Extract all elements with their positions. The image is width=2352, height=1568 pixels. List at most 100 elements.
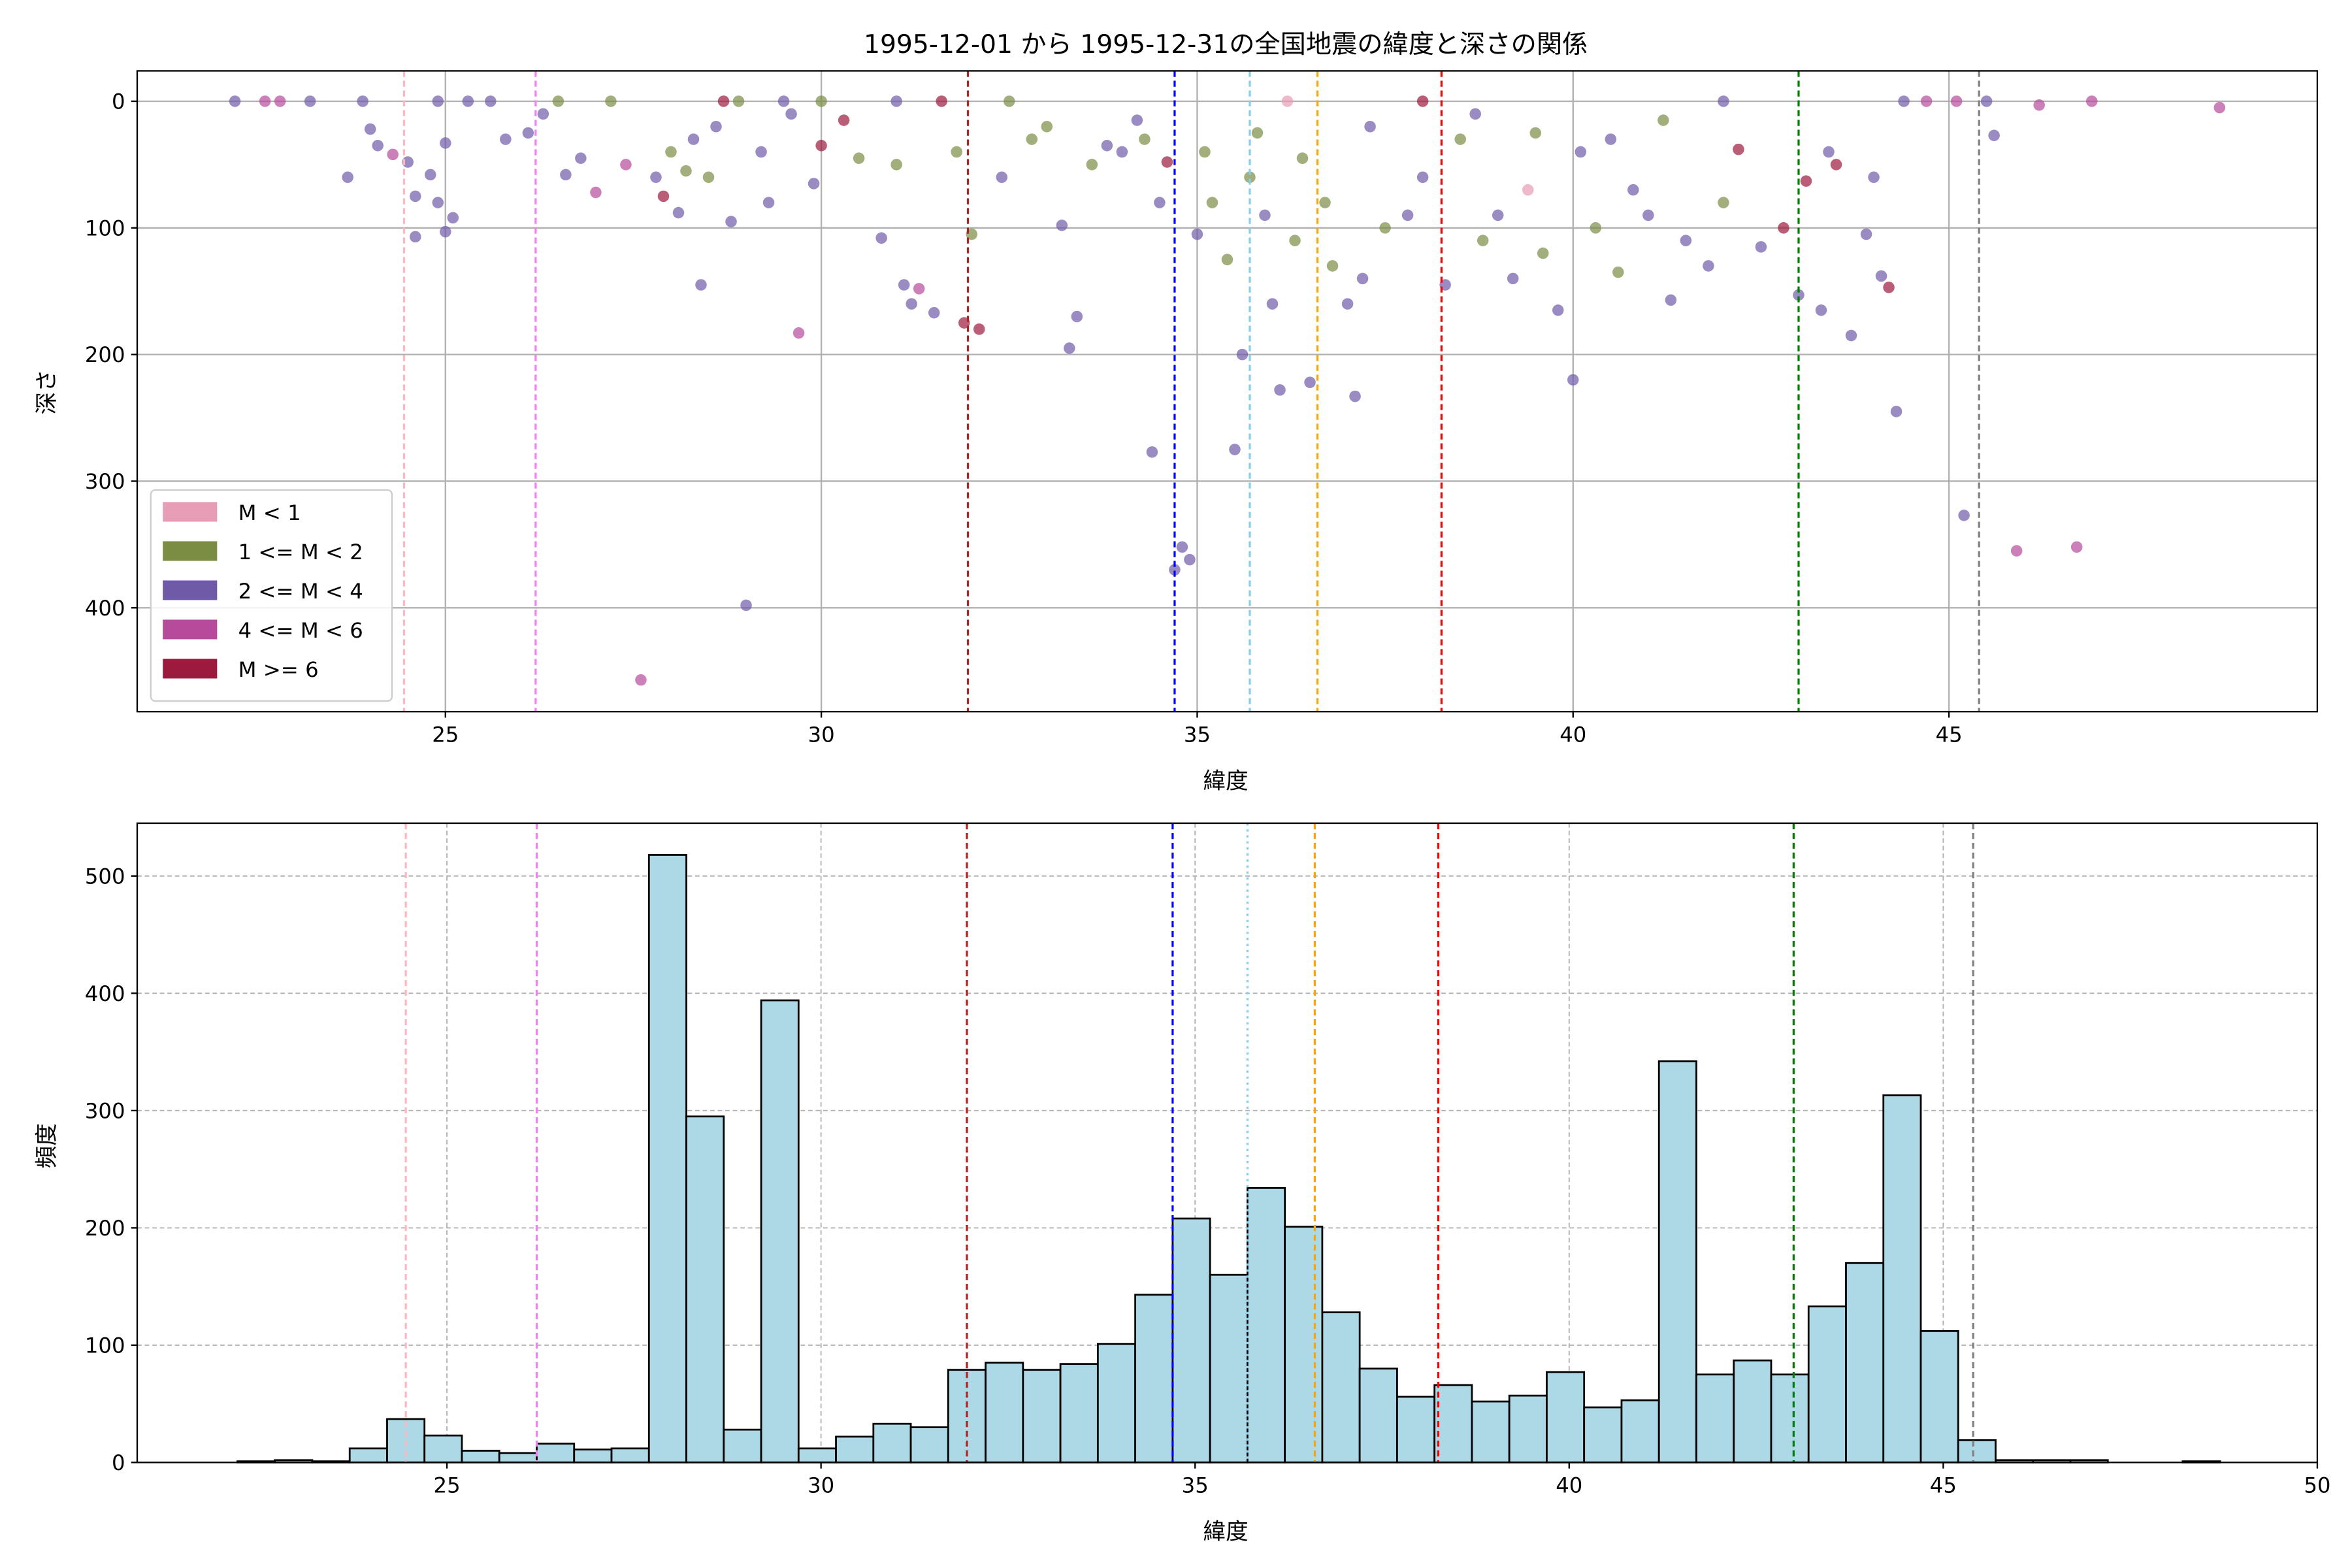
data-point	[1161, 156, 1173, 168]
data-point	[1980, 95, 1993, 107]
data-point	[387, 148, 399, 161]
data-point	[2213, 101, 2226, 114]
data-point	[1537, 247, 1549, 259]
legend-label: M >= 6	[238, 657, 319, 682]
data-point	[1416, 171, 1429, 184]
data-point	[2085, 95, 2098, 107]
data-point	[695, 279, 707, 291]
y-tick-label: 400	[85, 981, 125, 1006]
data-point	[1642, 209, 1654, 221]
legend: M < 1 1 <= M < 2 2 <= M < 4 4 <= M < 6 M >= …	[150, 489, 393, 702]
data-point	[755, 146, 767, 158]
data-point	[440, 137, 451, 149]
legend-swatch	[163, 541, 218, 561]
data-point	[1890, 406, 1903, 417]
data-point	[364, 123, 376, 135]
data-point	[1612, 266, 1624, 278]
data-point	[522, 127, 534, 139]
data-point	[1454, 133, 1466, 145]
data-point	[1146, 446, 1158, 458]
x-tick-label: 45	[1936, 722, 1963, 747]
histogram-bar	[647, 854, 687, 1463]
data-point	[1026, 133, 1038, 145]
data-point	[890, 95, 902, 107]
histogram-bar	[1733, 1359, 1772, 1463]
legend-label: 4 <= M < 6	[238, 618, 363, 643]
y-tick-label: 100	[85, 216, 125, 240]
x-tick-label: 35	[1184, 722, 1211, 747]
data-point	[1868, 171, 1880, 184]
data-point	[1131, 114, 1143, 126]
plot-frame	[136, 822, 2319, 1463]
histogram-bar	[1171, 1217, 1211, 1463]
data-point	[424, 169, 436, 181]
data-point	[936, 95, 947, 107]
data-point	[605, 95, 617, 107]
data-point	[1229, 444, 1241, 455]
data-point	[717, 95, 730, 107]
data-point	[552, 95, 564, 107]
data-point	[1680, 235, 1692, 246]
data-point	[1041, 120, 1053, 133]
legend-label: 1 <= M < 2	[238, 540, 363, 564]
data-point	[1056, 220, 1068, 231]
data-point	[1477, 235, 1489, 246]
data-point	[259, 95, 271, 107]
histogram-bar	[536, 1443, 576, 1463]
data-point	[875, 232, 887, 244]
legend-swatch	[163, 502, 218, 522]
data-point	[1823, 146, 1835, 158]
data-point	[1883, 282, 1895, 293]
data-point	[1845, 329, 1857, 342]
data-point	[1266, 298, 1279, 310]
histogram-bar	[1358, 1367, 1398, 1463]
data-point	[1718, 197, 1729, 208]
data-point	[815, 140, 827, 152]
data-point	[672, 206, 685, 219]
histogram-bar	[1433, 1384, 1473, 1463]
histogram-bar	[835, 1435, 875, 1463]
top-y-axis-label: 深さ	[34, 369, 60, 414]
data-point	[1274, 384, 1286, 396]
data-point	[725, 216, 737, 227]
x-tick-label: 50	[2304, 1473, 2330, 1498]
data-point	[1529, 127, 1542, 139]
histogram-bar	[1695, 1373, 1735, 1463]
data-point	[1590, 222, 1602, 234]
x-tick-label: 35	[1182, 1473, 1209, 1498]
histogram-bar	[685, 1115, 725, 1463]
data-point	[1101, 140, 1113, 152]
data-point	[1304, 376, 1316, 389]
histogram-bar	[610, 1447, 650, 1463]
data-point	[1860, 228, 1872, 240]
data-point	[1259, 209, 1271, 221]
data-point	[304, 95, 316, 107]
y-tick-label: 500	[85, 864, 125, 889]
data-point	[274, 95, 286, 107]
x-tick-label: 40	[1560, 722, 1586, 747]
legend-label: M < 1	[238, 500, 301, 525]
data-point	[928, 306, 940, 319]
data-point	[710, 120, 722, 133]
data-point	[740, 599, 752, 612]
data-point	[440, 225, 451, 238]
data-point	[1627, 184, 1639, 196]
histogram-bar	[498, 1452, 538, 1463]
data-point	[590, 186, 602, 199]
y-tick-label: 100	[85, 1333, 125, 1358]
data-point	[1326, 260, 1339, 272]
histogram-bar	[872, 1422, 912, 1463]
data-point	[815, 95, 827, 107]
data-point	[1492, 209, 1504, 221]
data-point	[2070, 541, 2083, 553]
data-point	[432, 95, 444, 107]
data-point	[1658, 114, 1669, 126]
data-point	[808, 178, 820, 189]
data-point	[1950, 95, 1963, 107]
data-point	[838, 114, 850, 126]
scatter-plot: 25 30 35 40 45 0 100 200 300 400 M < 1 1 <= M < 2 2 …	[85, 70, 2319, 747]
data-point	[906, 298, 917, 310]
data-point	[1086, 159, 1098, 171]
data-point	[1552, 304, 1564, 316]
histogram-bar	[1134, 1294, 1174, 1463]
